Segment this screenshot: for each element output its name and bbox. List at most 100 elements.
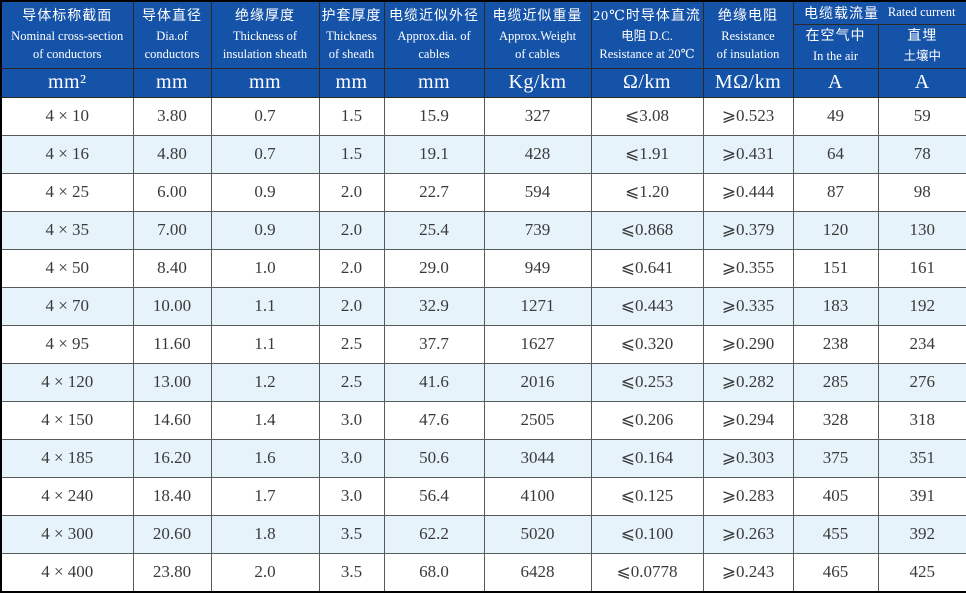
unit-cell-mm: mm: [211, 68, 319, 97]
table-cell: 50.6: [384, 439, 484, 477]
table-cell: ⩽1.91: [591, 135, 703, 173]
table-cell: 351: [878, 439, 966, 477]
table-cell: 594: [484, 173, 591, 211]
table-cell: 11.60: [133, 325, 211, 363]
table-cell: 2505: [484, 401, 591, 439]
table-cell: ⩾0.444: [703, 173, 793, 211]
header-line: 电阻 D.C.: [592, 27, 703, 46]
table-cell: 5020: [484, 515, 591, 553]
table-cell: 234: [878, 325, 966, 363]
table-cell: ⩾0.263: [703, 515, 793, 553]
table-cell: 130: [878, 211, 966, 249]
table-cell: 0.9: [211, 173, 319, 211]
table-cell: 3.0: [319, 439, 384, 477]
table-cell: 285: [793, 363, 878, 401]
unit-cell-mm2: mm²: [1, 68, 133, 97]
table-cell: 183: [793, 287, 878, 325]
col-header-buried-in-soil: 直埋土壤中: [878, 24, 966, 68]
header-line: 导体标称截面: [2, 6, 133, 27]
table-cell: ⩽0.443: [591, 287, 703, 325]
table-cell: 10.00: [133, 287, 211, 325]
table-cell: 64: [793, 135, 878, 173]
table-cell: 3.5: [319, 515, 384, 553]
table-cell: 0.7: [211, 97, 319, 135]
header-line: 护套厚度: [320, 6, 384, 27]
table-cell: 276: [878, 363, 966, 401]
table-cell: 192: [878, 287, 966, 325]
table-cell: 3.0: [319, 401, 384, 439]
table-cell: 3044: [484, 439, 591, 477]
table-cell: ⩾0.523: [703, 97, 793, 135]
table-cell: 4 × 35: [1, 211, 133, 249]
header-line: Thickness of: [212, 27, 319, 46]
table-cell: 2.5: [319, 363, 384, 401]
table-cell: 392: [878, 515, 966, 553]
header-line: Dia.of: [134, 27, 211, 46]
header-line: 绝缘厚度: [212, 6, 319, 27]
col-header-rated-current-group: 电缆载流量 Rated current: [793, 1, 966, 24]
table-cell: 4 × 25: [1, 173, 133, 211]
table-cell: 13.00: [133, 363, 211, 401]
header-line: 导体直径: [134, 6, 211, 27]
table-cell: 4 × 50: [1, 249, 133, 287]
table-cell: 120: [793, 211, 878, 249]
table-cell: 4 × 95: [1, 325, 133, 363]
table-cell: 49: [793, 97, 878, 135]
table-cell: 4 × 185: [1, 439, 133, 477]
table-cell: 15.9: [384, 97, 484, 135]
table-cell: 3.80: [133, 97, 211, 135]
header-line: of sheath: [320, 45, 384, 64]
table-cell: ⩾0.290: [703, 325, 793, 363]
header-line: Approx.Weight: [485, 27, 591, 46]
table-cell: 3.0: [319, 477, 384, 515]
table-cell: ⩽0.100: [591, 515, 703, 553]
table-cell: 4 × 16: [1, 135, 133, 173]
table-cell: 4 × 120: [1, 363, 133, 401]
table-cell: ⩽0.641: [591, 249, 703, 287]
table-cell: 2016: [484, 363, 591, 401]
table-cell: 4.80: [133, 135, 211, 173]
unit-cell-amp-air: A: [793, 68, 878, 97]
table-cell: 2.5: [319, 325, 384, 363]
table-cell: 78: [878, 135, 966, 173]
table-cell: ⩽0.0778: [591, 553, 703, 592]
table-cell: ⩽0.164: [591, 439, 703, 477]
table-cell: 318: [878, 401, 966, 439]
table-cell: 1.5: [319, 135, 384, 173]
header-line: insulation sheath: [212, 45, 319, 64]
table-cell: 2.0: [211, 553, 319, 592]
table-cell: 4 × 300: [1, 515, 133, 553]
table-cell: ⩽0.868: [591, 211, 703, 249]
unit-cell-mm: mm: [319, 68, 384, 97]
rated-current-en-label: Rated current: [888, 5, 956, 20]
col-header-dc-resistance: 20℃时导体直流电阻 D.C.Resistance at 20℃: [591, 1, 703, 68]
table-cell: ⩾0.294: [703, 401, 793, 439]
table-cell: ⩾0.379: [703, 211, 793, 249]
unit-cell-mm: mm: [384, 68, 484, 97]
table-cell: 2.0: [319, 249, 384, 287]
table-cell: 1.5: [319, 97, 384, 135]
table-cell: 238: [793, 325, 878, 363]
unit-cell-ohm-km: Ω/km: [591, 68, 703, 97]
table-cell: ⩽1.20: [591, 173, 703, 211]
header-line: 电缆近似重量: [485, 6, 591, 27]
table-cell: 1.1: [211, 325, 319, 363]
table-cell: ⩽0.206: [591, 401, 703, 439]
table-cell: 391: [878, 477, 966, 515]
table-cell: 16.20: [133, 439, 211, 477]
table-cell: 1.2: [211, 363, 319, 401]
header-line: of conductors: [2, 45, 133, 64]
header-line: Approx.dia. of: [385, 27, 484, 46]
unit-row: mm² mm mm mm mm Kg/km Ω/km MΩ/km A A: [1, 68, 966, 97]
table-cell: 1.6: [211, 439, 319, 477]
